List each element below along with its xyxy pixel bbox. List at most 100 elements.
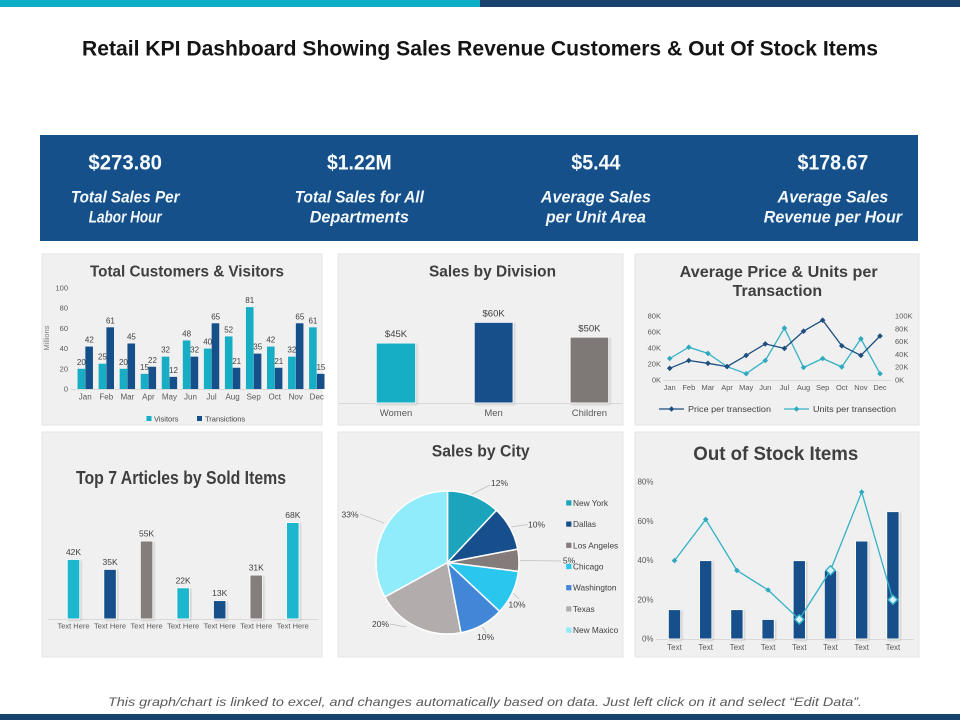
svg-text:Nov: Nov bbox=[854, 383, 868, 392]
svg-text:0K: 0K bbox=[895, 376, 904, 385]
svg-text:42: 42 bbox=[266, 336, 275, 345]
svg-text:12: 12 bbox=[169, 366, 178, 375]
svg-text:31K: 31K bbox=[249, 563, 264, 573]
svg-text:Dec: Dec bbox=[873, 383, 887, 392]
svg-text:Aug: Aug bbox=[797, 383, 810, 392]
svg-text:Text: Text bbox=[667, 643, 682, 652]
svg-text:Top 7 Articles by Sold Items: Top 7 Articles by Sold Items bbox=[76, 468, 286, 488]
svg-text:Millions: Millions bbox=[42, 325, 51, 350]
svg-text:Children: Children bbox=[572, 408, 607, 419]
svg-text:22K: 22K bbox=[176, 575, 191, 585]
svg-text:100K: 100K bbox=[895, 312, 913, 321]
svg-text:55K: 55K bbox=[139, 528, 154, 538]
svg-text:Jul: Jul bbox=[780, 383, 790, 392]
svg-text:Visitors: Visitors bbox=[154, 414, 179, 423]
svg-text:35: 35 bbox=[253, 343, 262, 352]
svg-text:60K: 60K bbox=[648, 328, 661, 337]
svg-text:Text: Text bbox=[823, 643, 838, 652]
svg-text:Feb: Feb bbox=[682, 383, 695, 392]
svg-text:Jul: Jul bbox=[206, 393, 216, 402]
svg-text:60K: 60K bbox=[895, 337, 908, 346]
svg-text:$1.22M: $1.22M bbox=[327, 152, 392, 175]
svg-text:Men: Men bbox=[484, 408, 502, 419]
svg-text:Los Angeles: Los Angeles bbox=[573, 540, 618, 550]
svg-text:40K: 40K bbox=[648, 344, 661, 353]
svg-text:0K: 0K bbox=[652, 376, 661, 385]
svg-text:20: 20 bbox=[77, 358, 86, 367]
svg-text:Chicago: Chicago bbox=[573, 562, 604, 572]
svg-text:20%: 20% bbox=[637, 595, 653, 604]
svg-text:Retail KPI Dashboard Showing S: Retail KPI Dashboard Showing Sales Reven… bbox=[82, 38, 878, 61]
svg-text:Transaction: Transaction bbox=[733, 283, 823, 300]
svg-text:15: 15 bbox=[316, 363, 325, 372]
svg-text:Jun: Jun bbox=[184, 393, 197, 402]
svg-text:Text Here: Text Here bbox=[57, 622, 89, 631]
svg-text:42: 42 bbox=[85, 336, 94, 345]
svg-text:80%: 80% bbox=[637, 478, 653, 487]
svg-text:Total Sales for All: Total Sales for All bbox=[295, 188, 425, 207]
svg-text:Text: Text bbox=[886, 643, 901, 652]
svg-text:Revenue per Hour: Revenue per Hour bbox=[764, 207, 904, 226]
svg-text:$45K: $45K bbox=[385, 329, 408, 340]
svg-text:Text: Text bbox=[730, 643, 745, 652]
svg-text:Text: Text bbox=[761, 643, 776, 652]
svg-text:Average Sales: Average Sales bbox=[777, 188, 889, 207]
svg-text:40K: 40K bbox=[895, 350, 908, 359]
svg-text:15: 15 bbox=[140, 363, 149, 372]
svg-text:40: 40 bbox=[203, 338, 212, 347]
svg-text:Sep: Sep bbox=[247, 393, 262, 402]
svg-text:65: 65 bbox=[295, 312, 304, 321]
svg-text:32: 32 bbox=[161, 346, 170, 355]
svg-text:20: 20 bbox=[119, 358, 128, 367]
svg-text:Units per transection: Units per transection bbox=[813, 404, 896, 414]
svg-text:$60K: $60K bbox=[483, 309, 506, 320]
svg-text:$50K: $50K bbox=[578, 324, 601, 335]
svg-text:80K: 80K bbox=[895, 324, 908, 333]
svg-text:Departments: Departments bbox=[310, 207, 409, 226]
svg-text:20%: 20% bbox=[372, 619, 389, 629]
svg-text:Texas: Texas bbox=[573, 604, 595, 614]
svg-text:5%: 5% bbox=[563, 556, 576, 566]
svg-text:Text Here: Text Here bbox=[131, 622, 163, 631]
svg-text:21: 21 bbox=[232, 357, 241, 366]
svg-text:May: May bbox=[739, 383, 753, 392]
svg-text:48: 48 bbox=[182, 329, 191, 338]
svg-text:Oct: Oct bbox=[836, 383, 849, 392]
svg-text:20K: 20K bbox=[648, 360, 661, 369]
svg-text:Apr: Apr bbox=[142, 393, 155, 402]
svg-text:$273.80: $273.80 bbox=[88, 152, 162, 175]
svg-text:61: 61 bbox=[106, 316, 115, 325]
svg-text:25: 25 bbox=[98, 353, 107, 362]
svg-text:New Maxico: New Maxico bbox=[573, 625, 619, 635]
svg-text:60%: 60% bbox=[637, 517, 653, 526]
svg-text:Oct: Oct bbox=[268, 393, 281, 402]
svg-text:Jan: Jan bbox=[79, 393, 92, 402]
svg-text:Total Sales Per: Total Sales Per bbox=[71, 188, 181, 207]
svg-text:40: 40 bbox=[60, 344, 68, 353]
svg-text:80K: 80K bbox=[648, 312, 661, 321]
svg-text:This graph/chart is linked to: This graph/chart is linked to excel, and… bbox=[108, 695, 862, 709]
svg-text:Jan: Jan bbox=[664, 383, 676, 392]
svg-text:Text: Text bbox=[854, 643, 869, 652]
svg-text:33%: 33% bbox=[341, 510, 358, 520]
svg-text:12%: 12% bbox=[491, 478, 508, 488]
svg-text:13K: 13K bbox=[212, 588, 227, 598]
svg-text:35K: 35K bbox=[102, 557, 117, 567]
svg-text:22: 22 bbox=[148, 356, 157, 365]
svg-text:Aug: Aug bbox=[225, 393, 239, 402]
svg-text:New York: New York bbox=[573, 498, 609, 508]
svg-text:Price per transection: Price per transection bbox=[688, 404, 771, 414]
svg-text:Feb: Feb bbox=[99, 393, 113, 402]
svg-text:Out of Stock Items: Out of Stock Items bbox=[693, 444, 858, 465]
svg-text:Women: Women bbox=[380, 408, 413, 419]
svg-text:42K: 42K bbox=[66, 547, 81, 557]
svg-text:32: 32 bbox=[190, 346, 199, 355]
svg-text:May: May bbox=[162, 393, 177, 402]
svg-text:20: 20 bbox=[60, 364, 68, 373]
svg-text:Total Customers & Visitors: Total Customers & Visitors bbox=[90, 264, 284, 281]
svg-text:Text: Text bbox=[698, 643, 713, 652]
svg-text:32: 32 bbox=[287, 346, 296, 355]
svg-text:Average Sales: Average Sales bbox=[540, 188, 651, 207]
svg-text:0: 0 bbox=[64, 385, 68, 394]
svg-text:60: 60 bbox=[60, 324, 68, 333]
